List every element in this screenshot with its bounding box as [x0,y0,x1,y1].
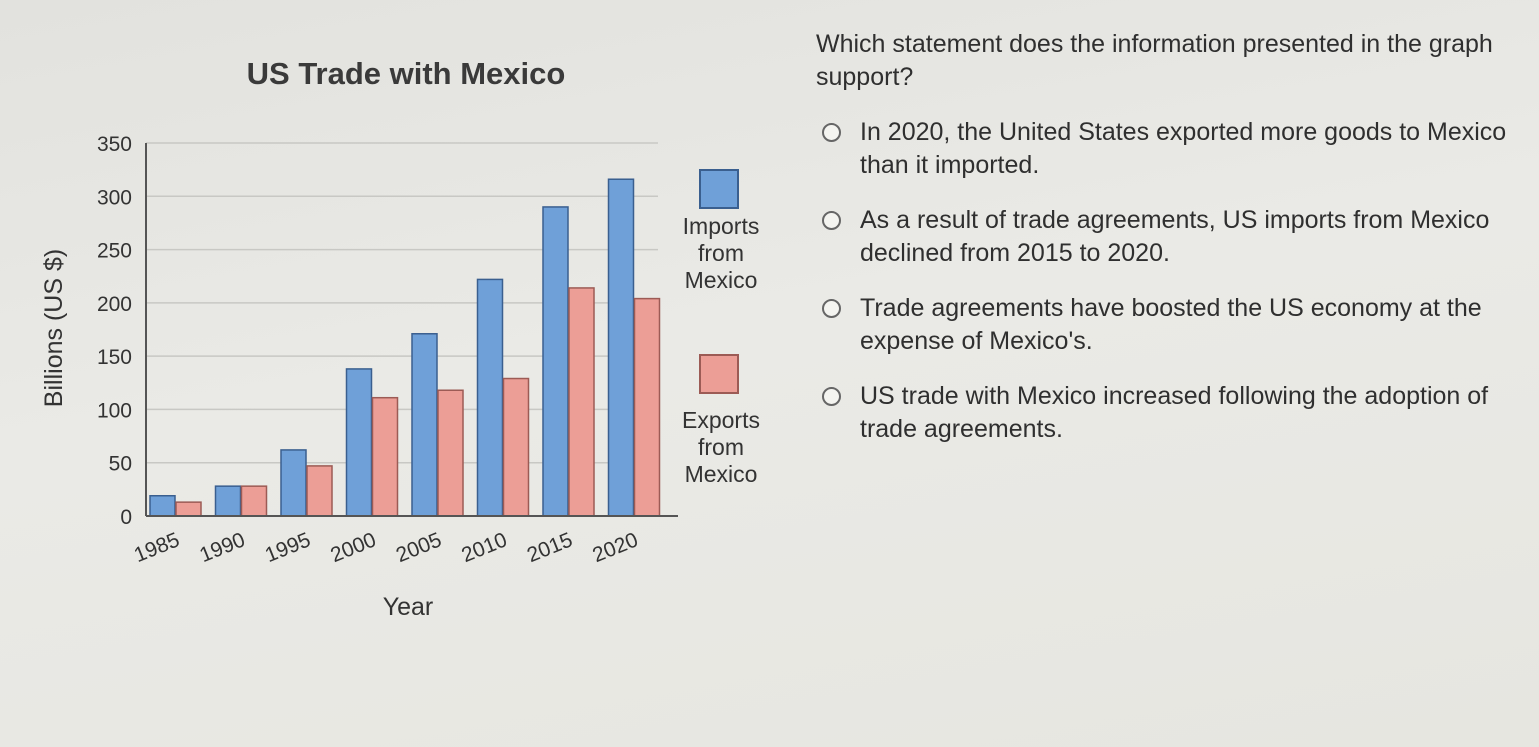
bar-exports-2020 [633,297,661,517]
bar-imports-2000 [345,368,373,517]
y-tick-label: 200 [97,293,132,316]
legend-swatch-imports [699,169,739,209]
y-tick-label: 150 [97,346,132,369]
y-tick-label: 250 [97,240,132,263]
radio-button-icon[interactable] [822,387,841,406]
bar-exports-1995 [306,465,333,517]
legend-label-imports: Mexico [685,267,758,293]
bar-chart: US Trade with Mexico 350 300 250 200 150 100 5… [40,56,760,621]
answer-option-text: Trade agreements have boosted the US eco… [860,294,1482,355]
x-tick-label: 2010 [458,528,510,567]
bar-exports-1985 [175,501,202,517]
bar-exports-2010 [502,377,530,517]
y-tick-label: 350 [97,133,132,156]
radio-button-icon[interactable] [822,123,841,142]
legend-label-exports: Exports [682,407,760,433]
x-tick-label: 1985 [131,528,183,567]
bar-exports-2000 [371,396,399,517]
legend-label-exports: Mexico [685,461,758,487]
x-axis-ticks: 1985 1990 1995 2000 2005 2010 2015 2020 [131,528,641,567]
radio-button-icon[interactable] [822,299,841,318]
answer-option-1[interactable]: In 2020, the United States exported more… [816,116,1516,182]
legend-label-exports: from [698,434,744,460]
x-tick-label: 2005 [393,528,445,567]
y-axis-label: Billions (US $) [40,249,68,407]
y-tick-label: 100 [97,399,132,422]
bar-imports-2005 [411,333,438,517]
bar-imports-2015 [542,206,569,517]
bar-exports-2005 [437,389,464,517]
legend-label-imports: from [698,240,744,266]
answer-option-4[interactable]: US trade with Mexico increased following… [816,380,1516,446]
gridlines [146,142,658,464]
x-tick-label: 1995 [262,528,314,567]
question-prompt: Which statement does the information pre… [816,30,1493,91]
x-tick-label: 2020 [589,528,641,567]
question-panel: Which statement does the information pre… [816,28,1516,468]
bar-imports-1990 [214,485,242,517]
answer-option-text: In 2020, the United States exported more… [860,118,1507,179]
y-axis-ticks: 350 300 250 200 150 100 50 0 [97,133,132,529]
legend-label-imports: Imports [683,213,760,239]
y-tick-label: 50 [109,453,132,476]
y-tick-label: 300 [97,186,132,209]
bar-imports-2020 [607,178,635,517]
bar-exports-1990 [240,485,268,517]
bar-imports-1985 [149,495,176,517]
x-tick-label: 2015 [524,528,576,567]
bars [149,178,661,517]
answer-option-text: As a result of trade agreements, US impo… [860,206,1490,267]
answer-option-2[interactable]: As a result of trade agreements, US impo… [816,204,1516,270]
bar-imports-1995 [280,449,307,517]
y-tick-label: 0 [120,506,132,529]
radio-button-icon[interactable] [822,211,841,230]
x-tick-label: 2000 [327,528,379,567]
bar-imports-2010 [476,278,504,517]
answer-option-text: US trade with Mexico increased following… [860,382,1489,443]
bar-exports-2015 [568,287,595,517]
legend-swatch-exports [699,354,739,394]
x-tick-label: 1990 [196,528,248,567]
answer-option-3[interactable]: Trade agreements have boosted the US eco… [816,292,1516,358]
x-axis-label: Year [383,593,434,621]
chart-title: US Trade with Mexico [247,56,566,91]
